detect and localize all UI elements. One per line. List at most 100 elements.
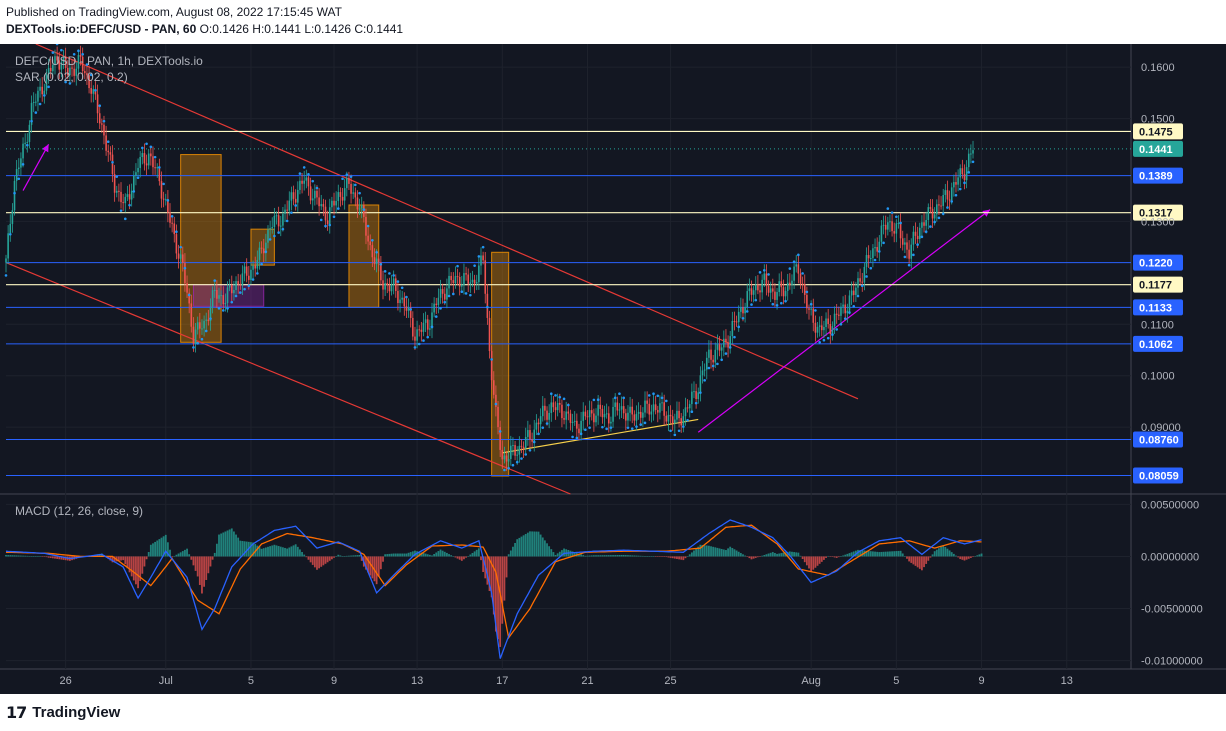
sar-dot	[784, 299, 787, 303]
sar-dot	[630, 427, 634, 430]
histogram-bar	[682, 556, 685, 561]
sar-dot	[396, 280, 400, 283]
sar-dot	[707, 366, 711, 370]
candle-body	[252, 265, 254, 270]
sar-dot	[204, 329, 208, 333]
candle-body	[22, 143, 24, 159]
candle-body	[895, 223, 898, 234]
candle-body	[103, 124, 105, 136]
histogram-bar	[469, 554, 472, 557]
sar-dot	[192, 346, 195, 349]
sar-dot	[933, 220, 936, 224]
sar-dot	[741, 316, 745, 320]
candle-body	[678, 410, 680, 419]
candle-body	[823, 326, 825, 331]
candle-body	[904, 242, 906, 245]
chart-canvas[interactable]: 0.1475 0.1389 0.1317 0.1220 0.1177 0.1133 0.10…	[0, 44, 1226, 694]
candle-body	[820, 325, 823, 331]
sar-dot	[4, 274, 8, 277]
sar-dot	[51, 51, 55, 54]
sar-dot	[47, 85, 50, 89]
candle-body	[39, 86, 41, 91]
sar-dot	[682, 425, 685, 428]
histogram-bar	[431, 555, 433, 557]
grid-lines	[0, 44, 1226, 670]
tradingview-logo[interactable]: 17 TradingView	[6, 703, 120, 722]
histogram-bar	[720, 548, 723, 557]
candle-body	[250, 269, 252, 280]
candle-body	[426, 319, 429, 330]
histogram-bar	[933, 551, 936, 557]
histogram-bar	[961, 556, 964, 560]
histogram-bar	[169, 549, 171, 557]
candle-body	[350, 183, 352, 194]
candle-body	[130, 190, 133, 200]
sar-dot	[77, 49, 80, 53]
time-tick-label: Jul	[159, 675, 173, 687]
channel-lower-line	[5, 262, 571, 495]
candle-body	[652, 404, 655, 412]
candle-body	[720, 347, 723, 351]
sar-dot	[652, 392, 655, 396]
histogram-bar	[869, 551, 872, 557]
sar-dot	[486, 305, 489, 309]
sar-dot	[145, 142, 148, 146]
level-lines[interactable]: 0.1475 0.1389 0.1317 0.1220 0.1177 0.1133 0.10…	[6, 123, 1183, 484]
candle-body	[701, 370, 704, 376]
sar-dot	[452, 292, 455, 296]
candle-body	[857, 278, 859, 288]
sar-dot	[345, 173, 349, 176]
histogram-bar	[908, 556, 911, 562]
candle-body	[245, 266, 248, 276]
sar-dot	[106, 140, 110, 144]
histogram-bar	[149, 544, 152, 557]
histogram-bar	[411, 551, 414, 557]
candle-body	[891, 221, 893, 232]
histogram-bar	[177, 553, 180, 557]
candle-body	[448, 275, 450, 289]
candle-body	[816, 326, 819, 333]
sar-dot	[515, 460, 519, 464]
candle-body	[228, 285, 231, 288]
candle-body	[271, 227, 274, 229]
candle-body	[661, 402, 663, 404]
histogram-bar	[955, 555, 957, 557]
time-tick-label: Aug	[801, 675, 821, 687]
chart-area[interactable]: 0.1475 0.1389 0.1317 0.1220 0.1177 0.1133 0.10…	[0, 44, 1226, 694]
candle-body	[772, 288, 774, 292]
histogram-bar	[382, 556, 384, 562]
histogram-bar	[28, 555, 31, 557]
candle-body	[654, 404, 657, 411]
histogram-bar	[243, 541, 246, 557]
sar-series	[4, 44, 975, 472]
sar-dot	[912, 253, 915, 257]
histogram-bar	[264, 547, 267, 557]
price-axis[interactable]: 0.16000.15000.13000.11000.10000.090000.0…	[1141, 62, 1203, 668]
histogram-bar	[931, 554, 934, 557]
candle-body	[452, 280, 455, 284]
histogram-bar	[776, 553, 778, 557]
candle-body	[607, 413, 610, 424]
last-price-tag	[1133, 140, 1183, 157]
histogram-bar	[303, 554, 306, 557]
sar-dot	[217, 307, 221, 310]
time-tick-label: 13	[411, 675, 423, 687]
sar-dot	[520, 457, 523, 460]
histogram-bar	[171, 556, 174, 558]
sar-dot	[166, 199, 170, 202]
histogram-bar	[646, 556, 649, 557]
time-axis[interactable]: 26 Jul 5 9 13 17 21 25 Aug 5 9 13	[60, 675, 1073, 687]
histogram-bar	[712, 546, 715, 557]
level-tag	[1133, 431, 1183, 448]
histogram-bar	[595, 555, 597, 557]
sar-dot	[98, 104, 102, 108]
histogram-bar	[433, 553, 436, 557]
candle-body	[220, 295, 222, 297]
candle-body	[614, 402, 616, 407]
histogram-bar	[765, 554, 768, 557]
sar-dot	[268, 238, 272, 241]
macd-pane	[5, 519, 983, 659]
candle-body	[401, 297, 403, 300]
candle-body	[301, 180, 303, 184]
histogram-bar	[367, 556, 369, 573]
